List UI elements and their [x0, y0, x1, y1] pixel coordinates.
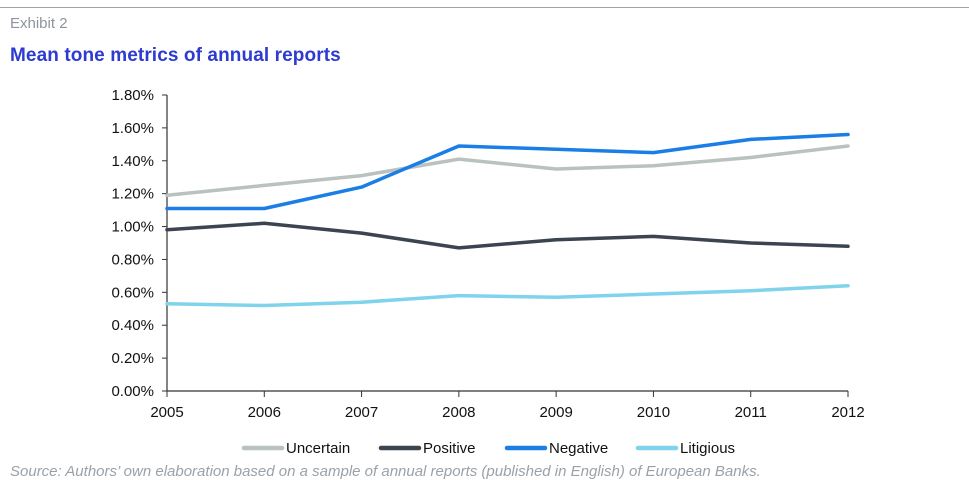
chart-series-group: [165, 132, 850, 308]
x-tick-label: 2010: [637, 404, 670, 421]
line-chart: 0.00% 0.20% 0.40% 0.60% 0.80% 1.00% 1.20% 1.40%…: [111, 87, 864, 457]
x-tick-label: 2012: [831, 404, 864, 421]
chart-legend: Uncertain Positive Negative Litigious: [241, 440, 735, 457]
legend-label-positive: Positive: [423, 440, 476, 457]
legend-label-negative: Negative: [549, 440, 608, 457]
y-tick-label: 0.00%: [111, 383, 154, 400]
series-line-positive: [165, 221, 850, 250]
y-tick-label: 1.40%: [111, 153, 154, 170]
legend-label-uncertain: Uncertain: [286, 440, 350, 457]
y-tick-label: 1.60%: [111, 120, 154, 137]
series-line-negative: [165, 132, 850, 211]
legend-label-litigious: Litigious: [680, 440, 735, 457]
y-tick-label: 0.60%: [111, 284, 154, 301]
x-tick-label: 2008: [442, 404, 475, 421]
y-tick-label: 1.00%: [111, 219, 154, 236]
x-tick-label: 2006: [248, 404, 281, 421]
x-tick-label: 2005: [150, 404, 183, 421]
x-tick-label: 2007: [345, 404, 378, 421]
y-tick-label: 1.80%: [111, 87, 154, 104]
y-tick-label: 0.80%: [111, 251, 154, 268]
source-note: Source: Authors’ own elaboration based o…: [10, 463, 761, 480]
series-line-uncertain: [165, 144, 850, 198]
y-tick-label: 0.20%: [111, 350, 154, 367]
chart-title: Mean tone metrics of annual reports: [10, 45, 341, 66]
y-tick-label: 1.20%: [111, 186, 154, 203]
x-tick-label: 2011: [735, 404, 767, 421]
y-tick-label: 0.40%: [111, 317, 154, 334]
x-tick-label: 2009: [539, 404, 572, 421]
exhibit-label: Exhibit 2: [10, 15, 68, 32]
series-line-litigious: [165, 284, 850, 308]
chart-axes: 0.00% 0.20% 0.40% 0.60% 0.80% 1.00% 1.20% 1.40%…: [111, 87, 864, 421]
top-divider: [0, 7, 969, 8]
